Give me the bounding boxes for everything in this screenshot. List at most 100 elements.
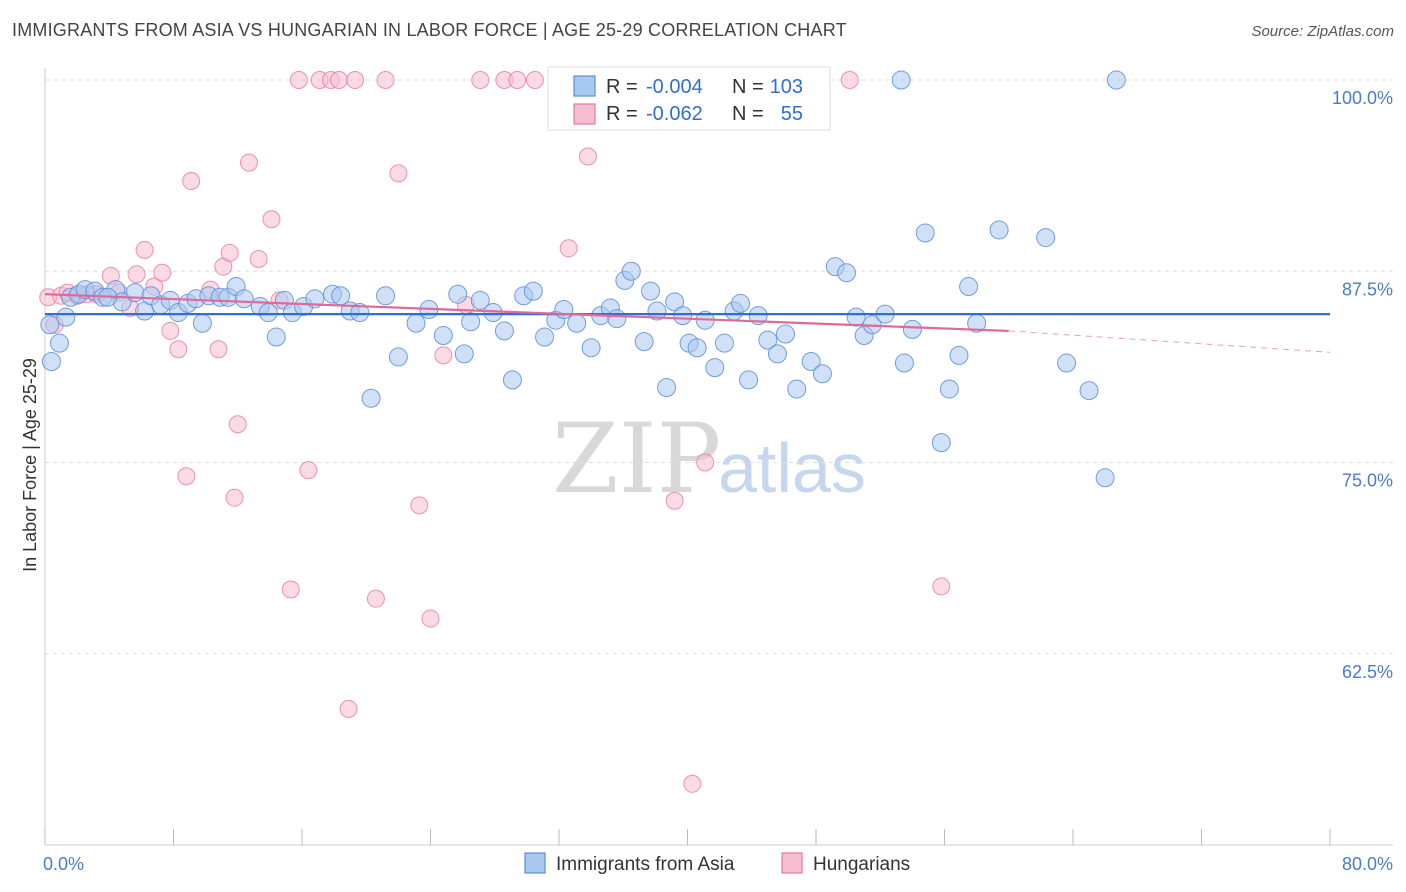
hungarians-point [239,153,258,172]
asia-point [931,433,951,453]
legend-box: R = -0.004 N = 103 R = -0.062 N = 55 [547,66,831,131]
hungarians-point [376,71,395,89]
hungarians-point [153,263,172,282]
legend-r-value-hungarians: -0.062 [646,103,703,125]
asia-point [41,352,61,372]
hungarians-point [169,340,188,359]
hungarians-point [932,577,951,596]
asia-point [388,347,408,367]
asia-point [647,301,667,321]
legend-n-label-asia: N = [732,76,764,98]
asia-point [56,307,76,327]
hungarians-trend-line [44,293,1009,333]
asia-point [523,281,543,301]
asia-point [40,315,60,335]
chart-title: IMMIGRANTS FROM ASIA VS HUNGARIAN IN LAB… [12,20,847,40]
x-tick-label-max: 80.0% [1342,854,1393,874]
asia-point [1079,381,1099,401]
y-tick-label: 100.0% [1332,88,1393,108]
asia-point [949,345,969,365]
hungarians-point [696,453,715,472]
legend-n-value-hungarians: 55 [781,103,803,125]
hungarians-point [135,240,154,259]
hungarians-point [299,461,318,480]
asia-point [891,70,911,90]
hungarians-point [665,491,684,510]
asia-point [258,303,278,323]
x-tick-label-min: 0.0% [43,854,84,874]
asia-point [502,370,522,390]
bottom-legend-label-hungarians: Hungarians [813,854,910,875]
asia-point [902,319,922,339]
asia-point [454,344,474,364]
y-tick-label: 87.5% [1342,279,1393,299]
asia-point [554,300,574,319]
asia-point [673,306,693,326]
source-label: Source: ZipAtlas.com [1251,23,1394,40]
asia-point [767,344,787,364]
asia-point [739,370,759,390]
asia-point [837,263,857,283]
legend-r-label-hungarians: R = [606,103,638,125]
asia-point [641,281,661,301]
legend-n-value-asia: 103 [770,76,803,98]
hungarians-point [225,488,244,507]
hungarians-point [127,265,146,284]
hungarians-point [249,250,268,269]
legend-swatch-asia [573,75,596,97]
hungarians-point [389,164,408,183]
asia-point [846,307,866,327]
y-tick-label: 75.0% [1342,471,1393,491]
asia-point [581,338,601,358]
hungarians-point [289,71,308,89]
hungarians-point [281,580,300,599]
hungarians-point [559,239,578,258]
asia-point [494,321,514,341]
asia-point [192,313,212,333]
asia-point [687,338,707,358]
asia-point [361,388,381,408]
legend-r-value-asia: -0.004 [646,76,703,98]
asia-point [915,223,935,243]
asia-point [787,379,807,399]
hungarians-point [177,467,196,486]
asia-point [433,326,453,346]
bottom-legend: Immigrants from Asia Hungarians [524,852,910,875]
asia-point [801,352,821,372]
asia-point [448,284,468,304]
asia-point [1095,468,1115,488]
y-tick-label: 62.5% [1342,662,1393,682]
asia-point [989,220,1009,240]
legend-r-label-asia: R = [606,76,638,98]
hungarians-point [339,699,358,718]
hungarians-point [366,589,385,608]
asia-point [376,286,396,306]
hungarians-point [471,71,490,89]
asia-point [812,364,832,384]
hungarians-point [228,415,247,434]
asia-point [49,333,69,353]
asia-point [567,313,587,333]
asia-point [1057,353,1077,373]
axes: 62.5% 75.0% 87.5% 100.0% [44,68,1393,846]
hungarians-point [220,243,239,262]
asia-point [731,293,751,313]
legend-n-label-hungarians: N = [732,103,764,125]
y-axis-label: In Labor Force | Age 25-29 [20,358,40,572]
asia-point [1036,228,1056,248]
asia-point [406,313,426,333]
asia-point [894,353,914,373]
hungarians-trend-extension [1008,330,1331,353]
asia-point [775,324,795,344]
hungarians-point [508,71,527,89]
asia-point [758,330,778,350]
asia-point [234,289,254,309]
asia-point [714,333,734,353]
watermark-atlas: atlas [718,429,866,507]
asia-point [705,358,725,378]
asia-point [621,261,641,281]
asia-point [266,327,286,347]
asia-point [939,379,959,399]
hungarians-point [346,71,365,89]
